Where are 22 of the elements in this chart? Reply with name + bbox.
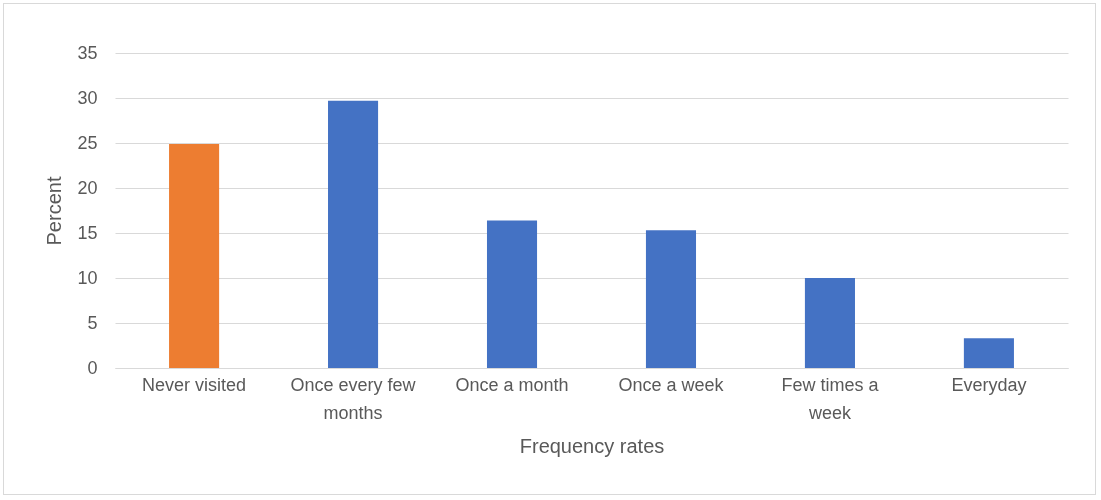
x-tick-label: Everyday <box>951 374 1027 395</box>
x-axis-title: Frequency rates <box>519 434 665 457</box>
bar <box>486 220 538 368</box>
x-tick-label: Never visited <box>142 374 247 395</box>
y-tick-label: 5 <box>87 312 98 333</box>
x-tick-label: Once a week <box>618 374 725 395</box>
x-tick-label: Few times a week <box>781 374 880 423</box>
bar <box>328 100 379 368</box>
y-tick-label: 10 <box>77 267 98 288</box>
bar <box>804 278 855 368</box>
y-axis-title: Percent <box>43 176 66 246</box>
bar <box>169 143 220 368</box>
y-tick-label: 35 <box>77 42 98 63</box>
y-tick-label: 15 <box>77 222 98 243</box>
bar <box>645 230 697 368</box>
y-tick-label: 25 <box>77 132 98 153</box>
y-tick-label: 0 <box>87 357 98 378</box>
y-tick-label: 20 <box>77 177 98 198</box>
x-tick-label: Once a month <box>455 374 569 395</box>
bar <box>963 338 1014 368</box>
x-tick-label: Once every few months <box>290 374 417 423</box>
y-tick-label: 30 <box>77 87 98 108</box>
